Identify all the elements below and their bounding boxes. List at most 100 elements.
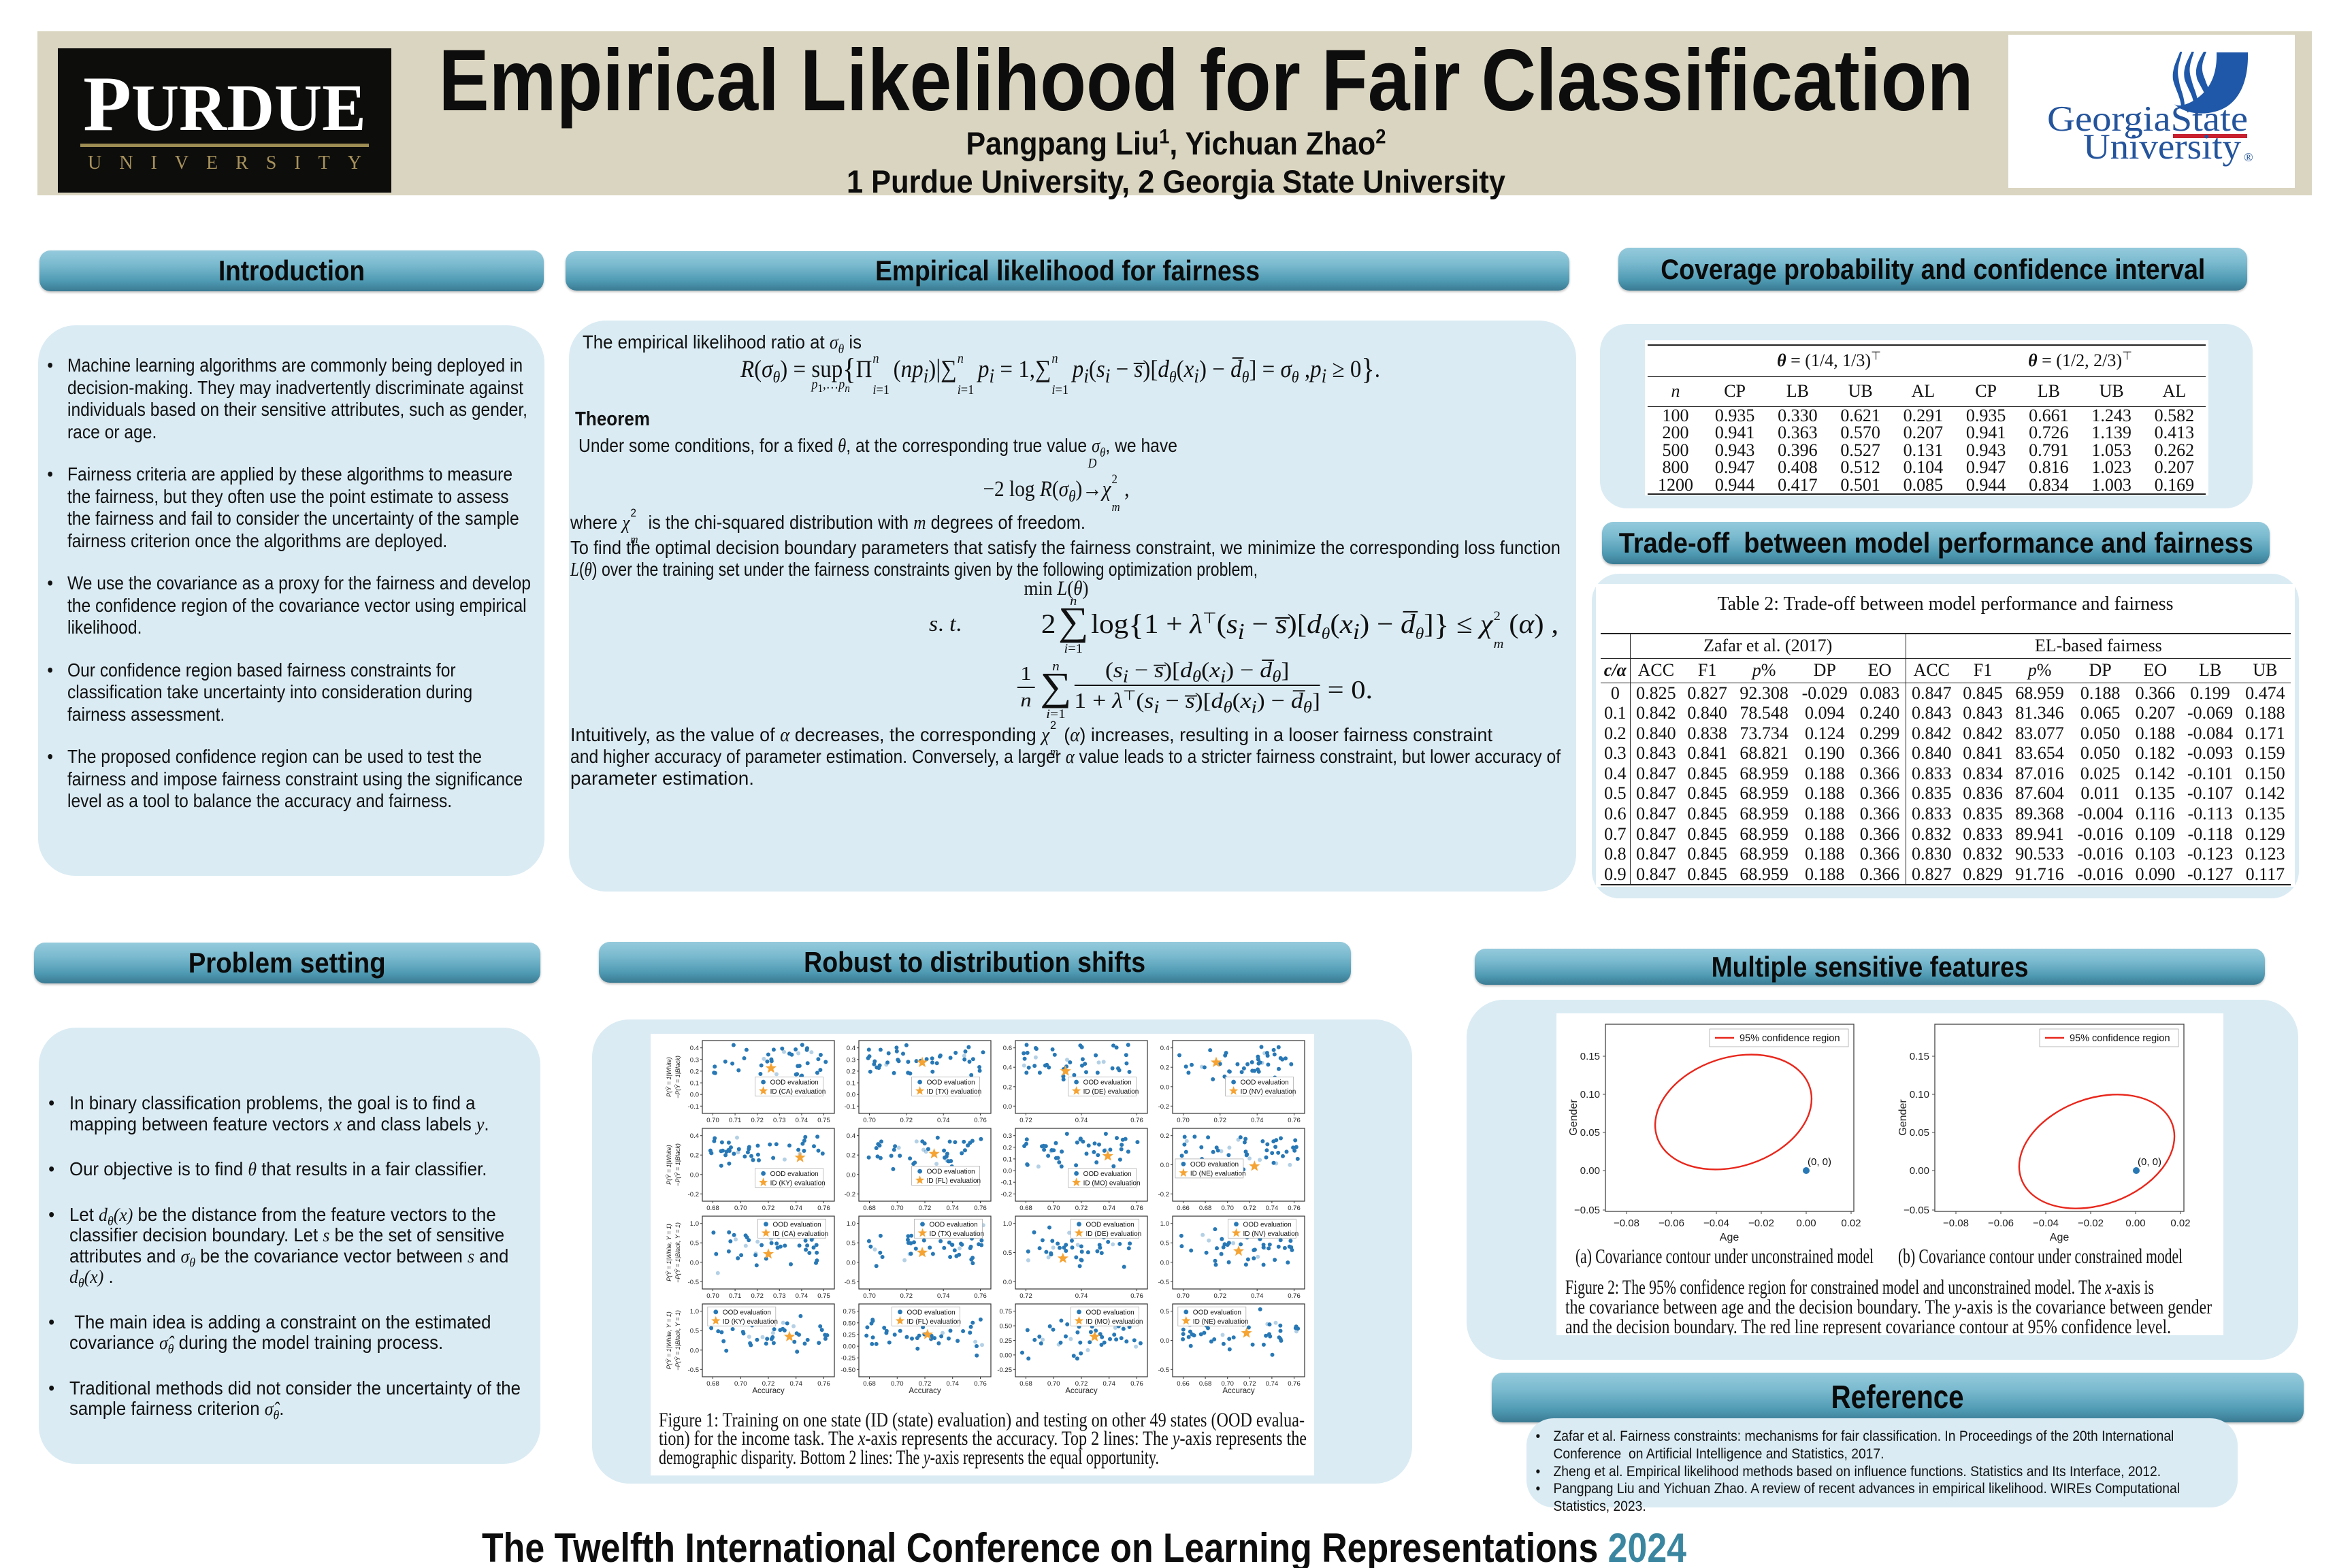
svg-text:0.00: 0.00 — [1910, 1165, 1929, 1177]
svg-text:−0.06: −0.06 — [1659, 1218, 1684, 1229]
svg-text:0.74: 0.74 — [1102, 1205, 1115, 1212]
svg-text:−0.05: −0.05 — [1904, 1205, 1929, 1216]
svg-text:0.2: 0.2 — [1003, 1144, 1012, 1152]
svg-text:0.5: 0.5 — [1160, 1308, 1169, 1316]
svg-text:-0.2: -0.2 — [845, 1191, 855, 1198]
svg-text:P(Ŷ = 1|White, Y = 1): P(Ŷ = 1|White, Y = 1) — [666, 1224, 672, 1281]
svg-text:0.75: 0.75 — [817, 1292, 830, 1300]
svg-text:0.70: 0.70 — [706, 1117, 719, 1124]
svg-text:Age: Age — [2050, 1232, 2070, 1243]
svg-text:0.70: 0.70 — [1221, 1205, 1234, 1212]
svg-text:0.70: 0.70 — [734, 1380, 747, 1388]
svg-text:0.68: 0.68 — [1199, 1205, 1212, 1212]
svg-text:OOD evaluation: OOD evaluation — [770, 1171, 819, 1178]
svg-text:0.5: 0.5 — [690, 1240, 699, 1247]
svg-text:1.0: 1.0 — [690, 1308, 699, 1316]
svg-text:−0.04: −0.04 — [2033, 1218, 2059, 1229]
svg-text:95% confidence region: 95% confidence region — [1740, 1033, 1840, 1044]
svg-text:0.2: 0.2 — [847, 1152, 855, 1160]
svg-text:0.74: 0.74 — [1266, 1205, 1279, 1212]
svg-text:0.72: 0.72 — [919, 1380, 932, 1388]
svg-text:0.2: 0.2 — [690, 1068, 699, 1075]
svg-text:0.5: 0.5 — [1160, 1240, 1169, 1247]
svg-text:−P(Ŷ = 1|Black): −P(Ŷ = 1|Black) — [674, 1143, 681, 1186]
svg-text:0.0: 0.0 — [1003, 1103, 1012, 1111]
svg-text:0.72: 0.72 — [1019, 1117, 1032, 1124]
svg-text:0.74: 0.74 — [1102, 1380, 1115, 1388]
svg-text:0.76: 0.76 — [974, 1292, 987, 1300]
svg-text:0.76: 0.76 — [817, 1380, 830, 1388]
svg-text:0.75: 0.75 — [1000, 1308, 1013, 1316]
svg-text:0.74: 0.74 — [1075, 1292, 1088, 1300]
svg-text:ID (NE) evaluation: ID (NE) evaluation — [1190, 1170, 1246, 1177]
svg-text:-0.50: -0.50 — [840, 1367, 855, 1374]
svg-text:0.74: 0.74 — [946, 1380, 959, 1388]
svg-text:0.76: 0.76 — [1288, 1292, 1301, 1300]
svg-text:0.5: 0.5 — [847, 1240, 855, 1247]
svg-text:0.72: 0.72 — [751, 1117, 764, 1124]
svg-text:ID (TX) evaluation: ID (TX) evaluation — [927, 1088, 982, 1096]
svg-text:-0.5: -0.5 — [1158, 1367, 1169, 1374]
svg-text:ID (FL) evaluation: ID (FL) evaluation — [927, 1177, 981, 1185]
svg-text:0.00: 0.00 — [2125, 1218, 2145, 1229]
svg-text:0.15: 0.15 — [1910, 1051, 1929, 1062]
svg-text:(a) Covariance contour under u: (a) Covariance contour under unconstrain… — [1575, 1244, 1874, 1268]
svg-text:0.72: 0.72 — [1214, 1292, 1227, 1300]
svg-text:−0.02: −0.02 — [2078, 1218, 2104, 1229]
svg-text:0.74: 0.74 — [796, 1117, 808, 1124]
svg-text:Figure 1: Training on one stat: Figure 1: Training on one state (ID (sta… — [659, 1409, 1305, 1431]
svg-text:0.74: 0.74 — [937, 1117, 950, 1124]
svg-text:−P(Ŷ = 1|Black): −P(Ŷ = 1|Black) — [674, 1056, 681, 1098]
svg-text:0.76: 0.76 — [817, 1205, 830, 1212]
svg-text:0.72: 0.72 — [919, 1205, 932, 1212]
svg-text:0.70: 0.70 — [1047, 1380, 1060, 1388]
svg-text:0.4: 0.4 — [690, 1045, 699, 1052]
svg-text:−0.04: −0.04 — [1703, 1218, 1729, 1229]
svg-text:0.72: 0.72 — [1214, 1117, 1227, 1124]
svg-text:−0.02: −0.02 — [1748, 1218, 1774, 1229]
svg-text:ID (CA) evaluation: ID (CA) evaluation — [773, 1230, 829, 1238]
svg-text:95% confidence region: 95% confidence region — [2070, 1033, 2170, 1044]
svg-text:0.0: 0.0 — [1160, 1337, 1169, 1345]
svg-text:0.68: 0.68 — [1019, 1205, 1032, 1212]
svg-text:(0, 0): (0, 0) — [1808, 1156, 1831, 1168]
svg-text:0.72: 0.72 — [762, 1380, 775, 1388]
svg-text:the covariance between age and: the covariance between age and the decis… — [1565, 1296, 2212, 1318]
svg-text:0.75: 0.75 — [817, 1117, 830, 1124]
svg-text:1.0: 1.0 — [1003, 1220, 1012, 1228]
svg-text:0.70: 0.70 — [891, 1380, 904, 1388]
svg-text:OOD evaluation: OOD evaluation — [773, 1221, 821, 1228]
svg-text:-0.5: -0.5 — [688, 1279, 699, 1286]
svg-text:-0.1: -0.1 — [688, 1103, 699, 1111]
svg-text:OOD evaluation: OOD evaluation — [1086, 1309, 1134, 1316]
svg-text:Accuracy: Accuracy — [1222, 1387, 1255, 1395]
svg-text:0.0: 0.0 — [690, 1347, 699, 1354]
svg-text:0.76: 0.76 — [1130, 1117, 1143, 1124]
svg-text:OOD evaluation: OOD evaluation — [723, 1309, 771, 1316]
svg-text:0.0: 0.0 — [690, 1259, 699, 1267]
svg-text:OOD evaluation: OOD evaluation — [1190, 1161, 1239, 1169]
svg-text:0.0: 0.0 — [690, 1171, 699, 1179]
svg-text:ID (NV) evaluation: ID (NV) evaluation — [1243, 1230, 1299, 1238]
svg-text:-0.2: -0.2 — [1158, 1103, 1169, 1111]
svg-text:0.00: 0.00 — [843, 1343, 856, 1351]
svg-text:0.76: 0.76 — [1130, 1380, 1143, 1388]
svg-text:−0.06: −0.06 — [1988, 1218, 2014, 1229]
svg-text:1.0: 1.0 — [1160, 1220, 1169, 1228]
svg-text:ID (NV) evaluation: ID (NV) evaluation — [1241, 1088, 1296, 1096]
svg-text:0.76: 0.76 — [1288, 1205, 1301, 1212]
svg-text:0.6: 0.6 — [1003, 1045, 1012, 1052]
svg-text:OOD evaluation: OOD evaluation — [770, 1079, 819, 1087]
svg-text:and the decision boundary. The: and the decision boundary. The red line … — [1565, 1316, 2171, 1335]
svg-text:0.2: 0.2 — [1003, 1083, 1012, 1091]
svg-text:0.70: 0.70 — [1047, 1205, 1060, 1212]
svg-text:OOD evaluation: OOD evaluation — [1193, 1309, 1241, 1316]
svg-text:OOD evaluation: OOD evaluation — [1243, 1221, 1292, 1228]
svg-text:0.72: 0.72 — [1243, 1205, 1256, 1212]
svg-text:0.0: 0.0 — [847, 1259, 855, 1267]
svg-text:0.74: 0.74 — [946, 1205, 959, 1212]
svg-text:0.10: 0.10 — [1580, 1089, 1600, 1100]
svg-text:0.5: 0.5 — [690, 1328, 699, 1335]
svg-text:Accuracy: Accuracy — [1065, 1387, 1098, 1395]
svg-text:0.74: 0.74 — [1251, 1292, 1264, 1300]
